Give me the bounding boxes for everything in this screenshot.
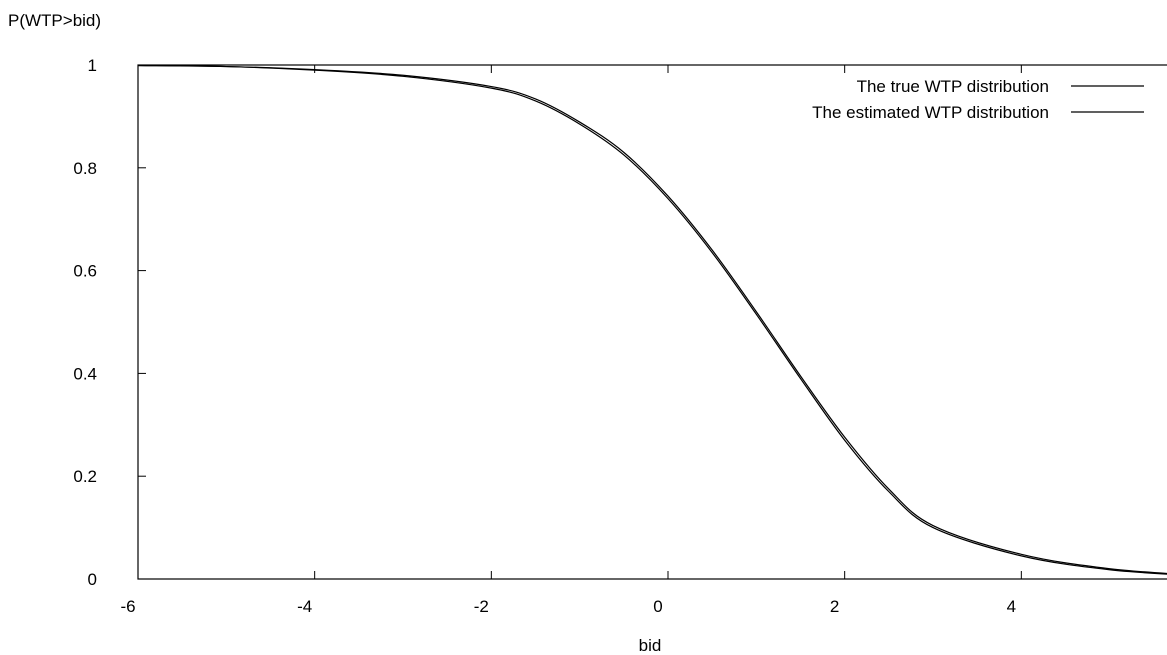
y-tick-label: 1 [88,56,97,75]
series-line-1 [137,64,1167,575]
legend-entry-label: The true WTP distribution [857,77,1049,96]
x-tick-label: 4 [1007,597,1016,616]
x-tick-label: -2 [474,597,489,616]
y-axis-label: P(WTP>bid) [8,11,101,30]
x-tick-label: 0 [653,597,662,616]
x-tick-label: -4 [297,597,312,616]
x-tick-label: -6 [120,597,135,616]
plot-frame [137,64,1167,580]
y-tick-label: 0.2 [73,467,97,486]
x-axis-label: bid [639,636,662,655]
y-tick-label: 0.4 [73,364,97,383]
axis-ticks: 00.20.40.60.81-6-4-20246 [73,56,1022,616]
y-tick-label: 0 [88,570,97,589]
x-tick-label: 2 [830,597,839,616]
y-tick-label: 0.6 [73,262,97,281]
legend: The true WTP distribution The estimated W… [812,77,1144,122]
series-line-2 [137,64,1167,575]
y-tick-label: 0.8 [73,159,97,178]
legend-entry-label: The estimated WTP distribution [812,103,1049,122]
series-lines [137,64,1167,575]
